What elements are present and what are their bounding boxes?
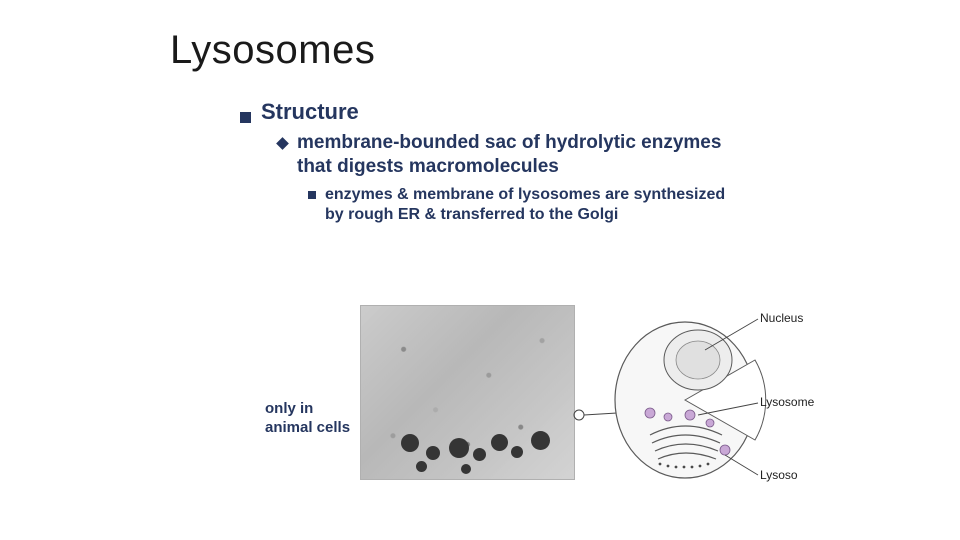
level2-text: membrane-bounded sac of hydrolytic enzym… — [297, 131, 738, 179]
lysosome-blob-icon — [416, 461, 427, 472]
slide: Lysosomes Structure membrane-bounded sac… — [0, 0, 960, 540]
diagram-label-nucleus: Nucleus — [760, 311, 803, 325]
level3-text: enzymes & membrane of lysosomes are synt… — [325, 185, 738, 225]
lysosome-blob-icon — [531, 431, 550, 450]
lysosome-blob-icon — [401, 434, 419, 452]
lysosome-blob-icon — [426, 446, 440, 460]
electron-micrograph-image — [360, 305, 575, 480]
square-bullet-icon — [240, 112, 251, 123]
level1-text: Structure — [261, 99, 359, 125]
diagram-label-lysosor: Lysoso — [760, 468, 798, 482]
lysosome-blob-icon — [449, 438, 469, 458]
figure-caption: only in animal cells — [265, 400, 350, 438]
lysosome-blob-icon — [511, 446, 523, 458]
bullet-level1: Structure — [240, 99, 960, 125]
diagram-label-lysosome: Lysosome — [760, 395, 814, 409]
square-bullet-small-icon — [308, 191, 316, 199]
lysosome-blob-icon — [491, 434, 508, 451]
bullet-level3: enzymes & membrane of lysosomes are synt… — [308, 185, 738, 225]
bullet-level2: membrane-bounded sac of hydrolytic enzym… — [278, 131, 738, 179]
lysosome-blob-icon — [473, 448, 486, 461]
diamond-bullet-icon — [276, 137, 289, 150]
lysosome-blob-icon — [461, 464, 471, 474]
figure: Nucleus Lysosome Lysoso — [360, 305, 800, 495]
cell-diagram: Nucleus Lysosome Lysoso — [610, 305, 800, 485]
slide-title: Lysosomes — [170, 28, 960, 73]
